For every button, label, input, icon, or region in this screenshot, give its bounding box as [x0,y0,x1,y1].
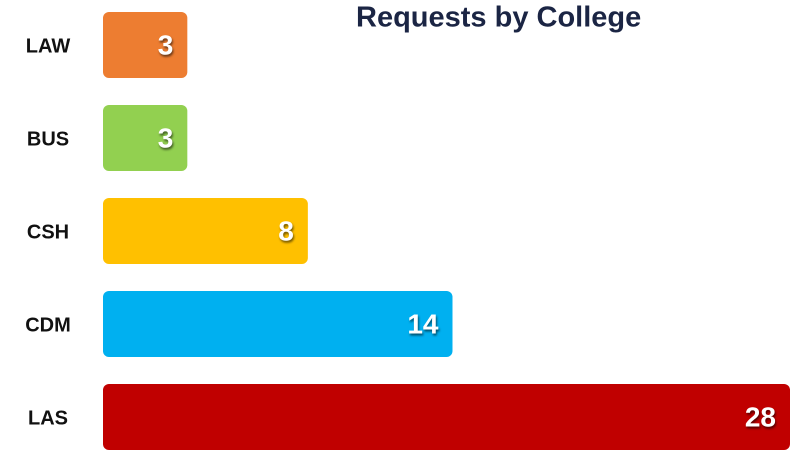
value-label: 3 [158,29,174,60]
value-label: 28 [745,401,776,432]
bar [103,12,188,78]
category-label: CDM [25,314,71,336]
bar [103,291,453,357]
value-label: 8 [278,215,294,246]
value-label: 14 [407,308,439,339]
category-label: BUS [27,128,69,150]
category-label: LAS [28,407,68,429]
bar [103,198,308,264]
category-label: CSH [27,221,69,243]
bar [103,384,790,450]
bar [103,105,188,171]
value-label: 3 [158,122,174,153]
chart-title: Requests by College [356,2,641,34]
category-label: LAW [26,35,71,57]
